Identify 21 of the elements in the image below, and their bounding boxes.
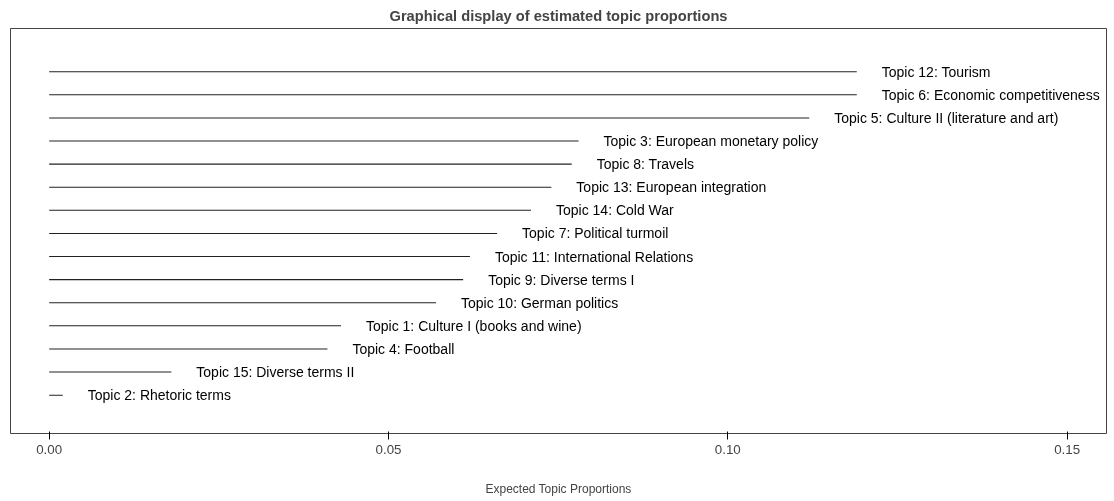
y-tick-label: Topic 12: Tourism: [881, 63, 991, 80]
y-tick-label: Topic 11: International Relations: [494, 248, 694, 265]
x-tick-label: 0.00: [36, 441, 63, 457]
x-tick-label: 0.10: [714, 441, 741, 457]
y-tick-label: Topic 4: Football: [352, 340, 455, 357]
y-tick-label: Topic 1: Culture I (books and wine): [366, 317, 582, 334]
chart-title: Graphical display of estimated topic proportions: [389, 7, 728, 24]
y-tick-label: Topic 14: Cold War: [556, 202, 675, 219]
y-tick-label: Topic 9: Diverse terms I: [488, 271, 635, 288]
y-tick-label: Topic 5: Culture II (literature and art): [834, 109, 1059, 126]
x-axis-title: Expected Topic Proportions: [485, 481, 632, 496]
y-tick-label: Topic 13: European integration: [576, 179, 767, 196]
y-tick-label: Topic 10: German politics: [461, 294, 619, 311]
x-tick-label: 0.05: [375, 441, 402, 457]
y-tick-label: Topic 15: Diverse terms II: [196, 364, 355, 381]
y-tick-label: Topic 8: Travels: [596, 156, 694, 173]
y-tick-label: Topic 3: European monetary policy: [603, 133, 819, 150]
x-tick-label: 0.15: [1054, 441, 1081, 457]
y-tick-label: Topic 2: Rhetoric terms: [87, 387, 231, 404]
y-tick-label: Topic 6: Economic competitiveness: [881, 86, 1100, 103]
y-tick-label: Topic 7: Political turmoil: [522, 225, 669, 242]
